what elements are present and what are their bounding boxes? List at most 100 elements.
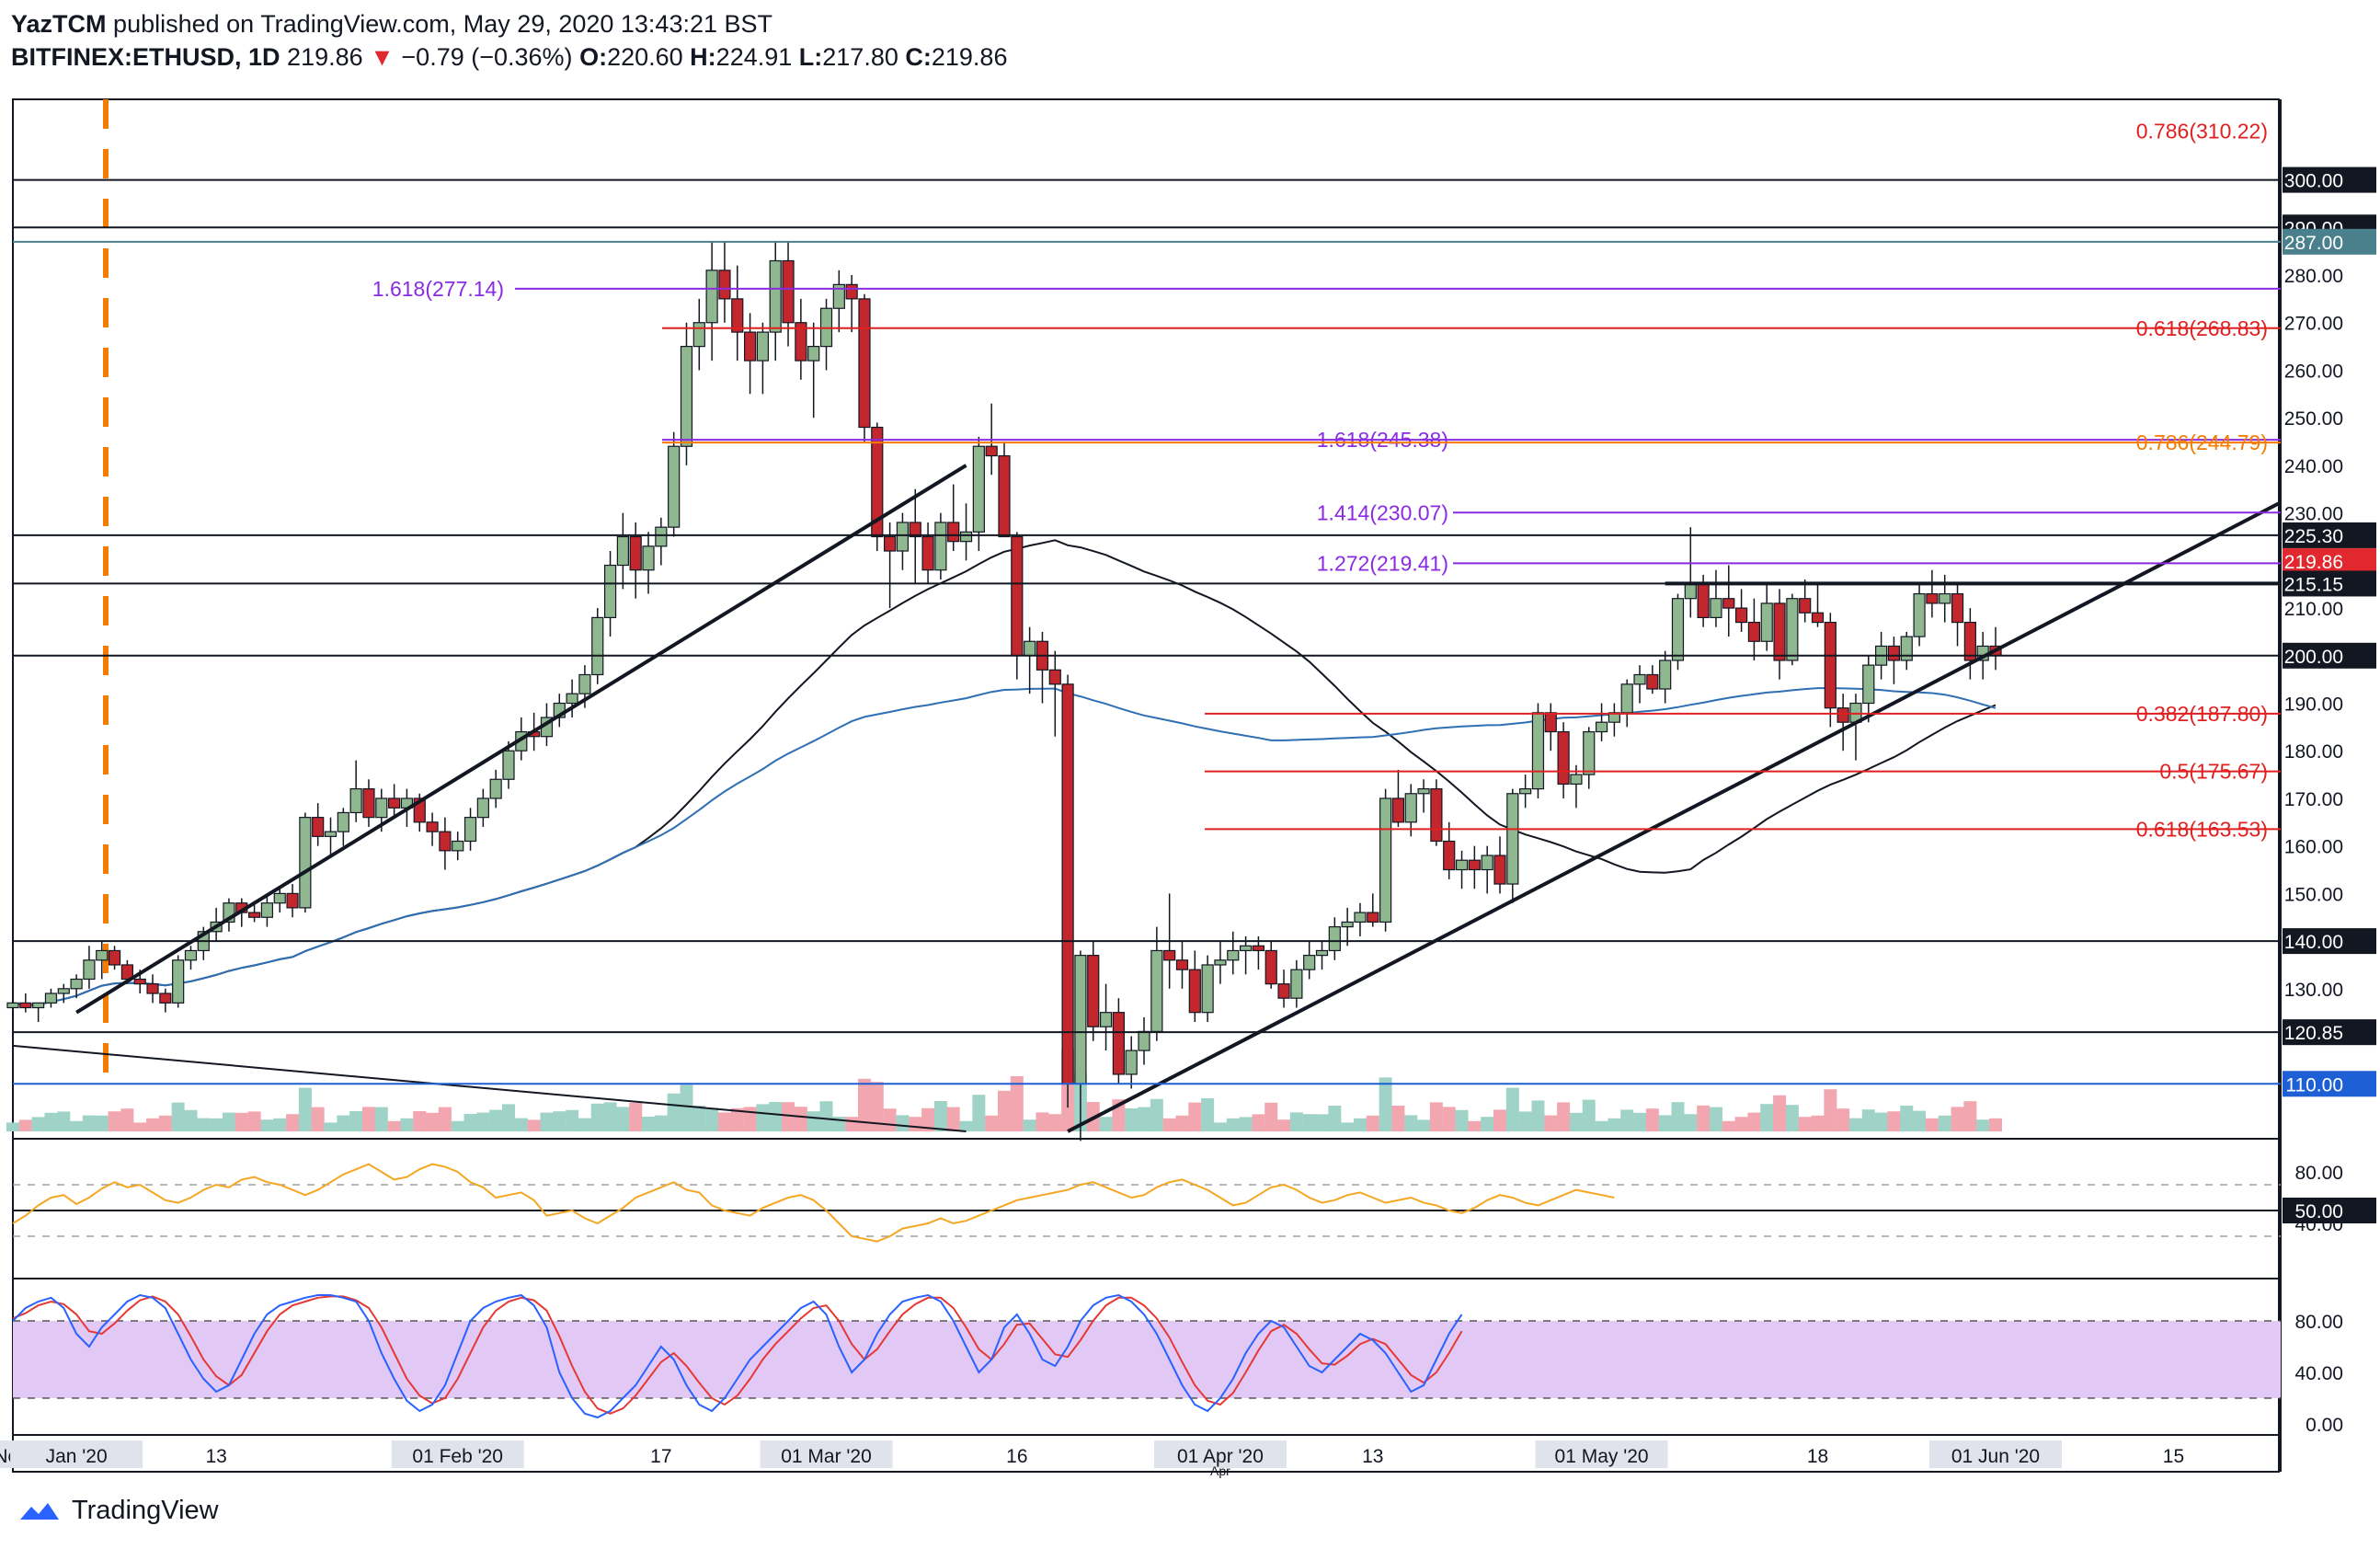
price-tag-label: 225.30	[2284, 526, 2343, 547]
volume-bar	[1811, 1115, 1825, 1131]
close-label: C:	[905, 43, 932, 71]
candle-body	[1315, 949, 1329, 957]
candle-body	[1519, 788, 1532, 795]
volume-bar	[1239, 1117, 1253, 1131]
rsi-line	[12, 1163, 1615, 1243]
y-tick-label: 170.00	[2284, 789, 2343, 810]
price-axis[interactable]: 110.00120.00130.00140.00150.00160.00170.…	[2283, 166, 2376, 1097]
candle-body	[1887, 645, 1901, 661]
publish-line: YazTCM published on TradingView.com, May…	[11, 7, 1007, 40]
rsi-tag-label: 50.00	[2294, 1201, 2343, 1222]
time-tag-bg	[10, 1440, 143, 1468]
volume-bar	[1785, 1105, 1799, 1131]
volume-bar	[1150, 1098, 1163, 1131]
volume-bar	[883, 1108, 897, 1131]
y-tick-label: 260.00	[2284, 361, 2343, 382]
candle-body	[871, 426, 884, 538]
time-tick-label: 13	[1362, 1446, 1383, 1467]
candle-body	[616, 535, 629, 567]
volume-bar	[870, 1082, 884, 1131]
candle-body	[578, 673, 591, 694]
volume-bar	[857, 1078, 871, 1131]
candle-body	[489, 778, 502, 799]
candle-body	[32, 1002, 45, 1009]
price-tag	[2283, 228, 2376, 255]
volume-bar	[1747, 1112, 1761, 1131]
price-tag-label: 140.00	[2284, 932, 2343, 953]
candle-body	[439, 831, 452, 852]
time-tag-bg	[1153, 1440, 1287, 1468]
volume-bar	[1569, 1112, 1583, 1131]
volume-bar	[337, 1115, 350, 1131]
symbol-label[interactable]: BITFINEX:ETHUSD, 1D	[11, 43, 280, 71]
candle-body	[1951, 592, 1964, 624]
candle-body	[1963, 621, 1976, 661]
volume-bar	[1963, 1101, 1977, 1131]
candle-body	[1939, 592, 1951, 604]
price-tag	[2283, 548, 2376, 575]
candle-body	[1633, 673, 1646, 685]
candle-body	[260, 902, 274, 918]
volume-bar	[1366, 1115, 1379, 1131]
publisher-name[interactable]: YazTCM	[11, 10, 107, 38]
candle-body	[896, 522, 910, 552]
volume-bar	[361, 1107, 375, 1131]
open-value: 220.60	[607, 43, 683, 71]
volume-bar	[616, 1107, 630, 1131]
candle-body	[795, 322, 807, 361]
candle-body	[1455, 859, 1469, 871]
candle-body	[1531, 712, 1545, 790]
candle-body	[692, 322, 705, 348]
candle-body	[184, 949, 198, 961]
volume-bar	[1518, 1111, 1532, 1131]
volume-bar	[1798, 1117, 1812, 1131]
time-tag-bg	[1535, 1440, 1668, 1468]
horizontal-levels[interactable]: 0.786(310.22) 1.618(277.14) 0.618(268.83) 1…	[13, 120, 2281, 1085]
tradingview-logo[interactable]: TradingView	[17, 1496, 219, 1526]
volume-bar	[1671, 1102, 1685, 1131]
candle-body	[502, 750, 515, 780]
candle-body	[19, 1002, 32, 1009]
close-value: 219.86	[931, 43, 1008, 71]
published-text: published on TradingView.com, May 29, 20…	[113, 10, 773, 38]
y-tick-label: 280.00	[2284, 266, 2343, 287]
volume-bar	[1595, 1120, 1608, 1131]
volume-bar	[1175, 1115, 1189, 1131]
stoch-rsi-panel[interactable]: 0.00 40.00 80.00	[12, 1293, 2343, 1436]
fib-level-label: 0.618(268.83)	[2136, 316, 2268, 340]
candle-body	[1583, 730, 1596, 775]
candle-body	[934, 522, 947, 571]
volume-bar	[566, 1109, 579, 1131]
candle-body	[1760, 602, 1773, 642]
candlestick-series[interactable]	[6, 241, 2002, 1142]
volume-bar	[120, 1108, 134, 1131]
candle-body	[731, 298, 744, 333]
volume-bar	[400, 1118, 414, 1131]
volume-bar	[717, 1112, 731, 1131]
volume-bar	[1557, 1102, 1571, 1131]
candle-body	[1252, 945, 1265, 952]
candle-body	[1671, 598, 1685, 661]
candle-body	[1468, 859, 1481, 871]
candle-body	[312, 817, 325, 837]
candle-body	[1391, 797, 1405, 823]
rising-trendline-2	[1067, 501, 2280, 1133]
volume-bar	[578, 1118, 591, 1131]
volume-bar	[273, 1118, 287, 1131]
y-tick-label: 270.00	[2284, 314, 2343, 335]
candle-body	[476, 797, 489, 819]
volume-bar	[1493, 1109, 1506, 1131]
volume-bar	[1099, 1117, 1113, 1131]
volume-bars	[6, 1049, 2002, 1131]
volume-bar	[1252, 1114, 1265, 1131]
chart-border	[12, 98, 2280, 1473]
volume-bar	[1201, 1098, 1215, 1131]
volume-bar	[1760, 1104, 1774, 1131]
volume-bar	[247, 1111, 261, 1131]
volume-bar	[1036, 1112, 1049, 1131]
candle-body	[70, 978, 83, 990]
candle-body	[1697, 583, 1710, 619]
